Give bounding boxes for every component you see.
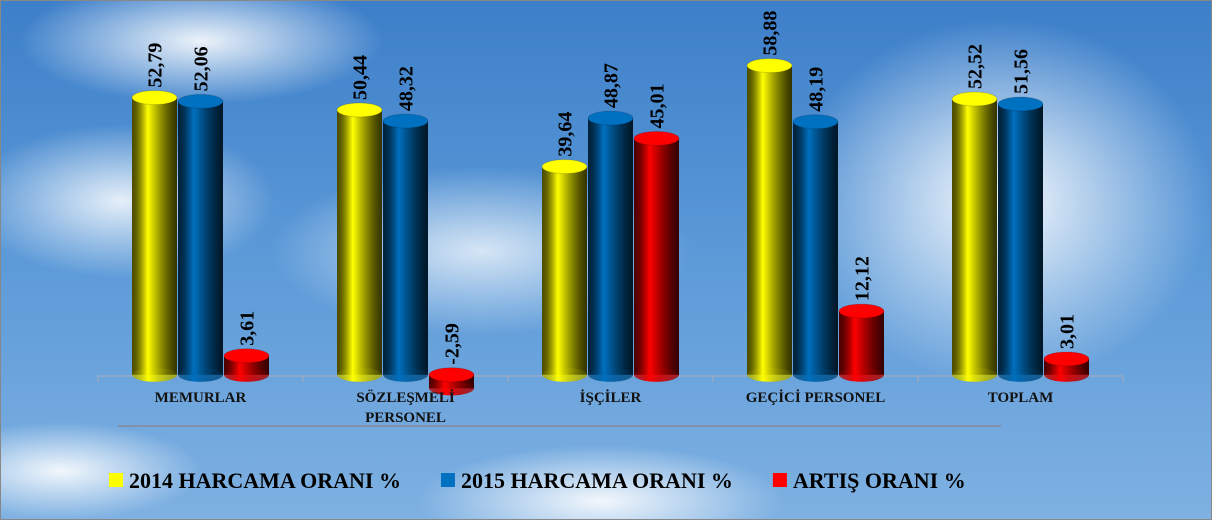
bar bbox=[428, 367, 475, 396]
bar-top bbox=[633, 130, 680, 146]
legend-label: 2015 HARCAMA ORANI % bbox=[461, 468, 733, 493]
legend-swatch bbox=[772, 473, 787, 487]
bar bbox=[633, 130, 680, 382]
bar bbox=[1043, 351, 1090, 382]
legend-label: ARTIŞ ORANI % bbox=[793, 468, 966, 493]
value-label: 52,06 bbox=[191, 46, 213, 91]
bar-top bbox=[223, 348, 270, 364]
value-label: 3,01 bbox=[1057, 314, 1079, 349]
bar-top bbox=[587, 110, 634, 126]
bar bbox=[997, 96, 1044, 382]
bar-top bbox=[838, 303, 885, 319]
bar-body-over bbox=[383, 121, 428, 375]
bar-top bbox=[541, 159, 588, 175]
bar-body-over bbox=[952, 99, 997, 375]
bar-top bbox=[428, 367, 475, 383]
value-label: 3,61 bbox=[237, 311, 259, 346]
value-label: -2,59 bbox=[442, 323, 464, 365]
bar bbox=[131, 90, 178, 382]
bar bbox=[587, 110, 634, 382]
value-label: 12,12 bbox=[852, 256, 874, 301]
bar-body-over bbox=[542, 166, 587, 375]
value-label: 48,19 bbox=[806, 67, 828, 112]
bar-body-over bbox=[337, 109, 382, 375]
value-label: 45,01 bbox=[647, 83, 669, 128]
x-tick-label: MEMURLAR bbox=[154, 390, 247, 406]
bar-top bbox=[177, 93, 224, 109]
bar-body-over bbox=[132, 97, 177, 375]
value-label: 39,64 bbox=[555, 112, 577, 157]
value-label: 48,87 bbox=[601, 63, 623, 108]
bar-top bbox=[1043, 351, 1090, 367]
legend-swatch bbox=[440, 473, 455, 487]
bar bbox=[541, 159, 588, 382]
bar bbox=[223, 348, 270, 382]
legend-label: 2014 HARCAMA ORANI % bbox=[129, 468, 401, 493]
x-tick-label: İŞÇİLER bbox=[579, 390, 642, 406]
bar-body-over bbox=[793, 121, 838, 375]
x-tick-label: GEÇİCİ PERSONEL bbox=[745, 390, 886, 406]
bar-body-over bbox=[178, 101, 223, 375]
bar-top bbox=[951, 91, 998, 107]
bar-body-over bbox=[998, 104, 1043, 375]
bar bbox=[838, 303, 885, 382]
bar bbox=[336, 102, 383, 382]
bar-top bbox=[792, 114, 839, 130]
bar-body-over bbox=[839, 311, 884, 375]
bar-body-over bbox=[747, 65, 792, 375]
value-label: 51,56 bbox=[1011, 49, 1033, 94]
bar bbox=[382, 113, 429, 382]
bar-top bbox=[336, 102, 383, 118]
bar bbox=[792, 114, 839, 382]
bar-top bbox=[382, 113, 429, 129]
legend-swatch bbox=[109, 473, 123, 487]
bar bbox=[177, 93, 224, 382]
value-label: 52,79 bbox=[145, 43, 167, 88]
bar-body-over bbox=[634, 138, 679, 375]
value-label: 50,44 bbox=[350, 55, 372, 100]
x-tick-label: SÖZLEŞMELİ PERSONEL bbox=[356, 390, 455, 426]
x-tick-label: TOPLAM bbox=[987, 390, 1054, 406]
value-label: 48,32 bbox=[396, 66, 418, 111]
bar-top bbox=[997, 96, 1044, 112]
bar-top bbox=[131, 90, 178, 106]
bar bbox=[746, 58, 793, 382]
bar-top bbox=[746, 58, 793, 74]
value-label: 52,52 bbox=[965, 44, 987, 89]
bar-body-over bbox=[588, 118, 633, 375]
bar bbox=[951, 91, 998, 382]
value-label: 58,88 bbox=[760, 11, 782, 56]
